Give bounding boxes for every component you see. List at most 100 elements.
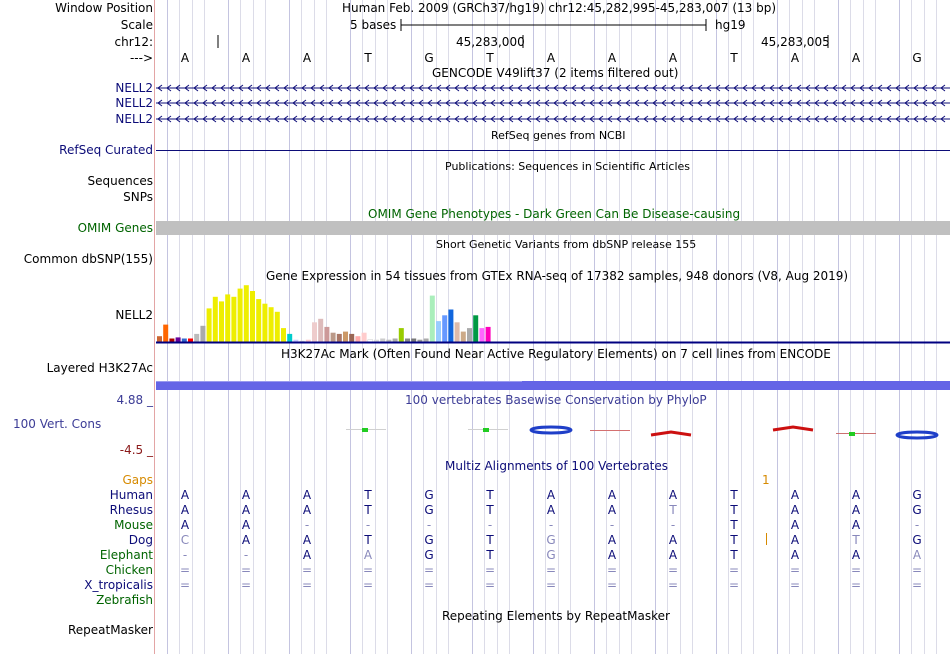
species-label-mouse[interactable]: Mouse (114, 518, 153, 532)
strand-arrow (229, 115, 235, 123)
strand-arrow (832, 115, 838, 123)
gtex-tissue-bar (250, 291, 255, 342)
gencode-item-2-label[interactable]: NELL2 (115, 96, 153, 110)
strand-arrow (508, 84, 514, 92)
phylop-label[interactable]: 100 Vert. Cons (13, 417, 102, 431)
strand-arrow (580, 99, 586, 107)
species-label-x_tropicalis[interactable]: X_tropicalis (84, 578, 153, 592)
base-letter: G (912, 51, 922, 65)
window-position-label: Window Position (55, 1, 153, 15)
gtex-tissue-bar (293, 339, 299, 342)
alignment-base: = (911, 563, 923, 577)
phylop-max-label: 4.88 _ (116, 393, 153, 407)
alignment-base: T (730, 518, 738, 532)
h3k27ac-label[interactable]: Layered H3K27Ac (46, 361, 153, 375)
strand-arrow (364, 84, 370, 92)
species-label-zebrafish[interactable]: Zebrafish (96, 593, 153, 607)
grid-line (753, 0, 754, 654)
grid-line (899, 0, 900, 654)
grid-line (545, 0, 546, 654)
strand-arrow (877, 84, 883, 92)
multiz-gaps-label[interactable]: Gaps (122, 473, 153, 487)
gtex-tissue-bar (268, 307, 274, 342)
phylop-conservation-plot[interactable] (156, 420, 950, 444)
strand-arrow (805, 115, 811, 123)
gtex-label[interactable]: NELL2 (115, 308, 153, 322)
gencode-item-1-label[interactable]: NELL2 (115, 81, 153, 95)
species-label-rhesus[interactable]: Rhesus (109, 503, 153, 517)
strand-arrow (238, 84, 244, 92)
gtex-tissue-bar (436, 321, 441, 342)
strand-arrow (526, 115, 532, 123)
strand-arrow (319, 99, 325, 107)
alignment-base: A (668, 548, 678, 562)
strand-arrow (472, 115, 478, 123)
strand-arrow (436, 115, 442, 123)
strand-arrow (598, 99, 604, 107)
grid-line (850, 0, 851, 654)
alignment-base: G (424, 488, 434, 502)
alignment-base: T (486, 488, 494, 502)
alignment-base: A (607, 533, 617, 547)
alignment-base: A (302, 488, 312, 502)
species-label-human[interactable]: Human (109, 488, 153, 502)
omim-gene-block[interactable] (156, 221, 950, 235)
strand-arrow (751, 99, 757, 107)
gtex-tissue-bar (423, 338, 429, 342)
grid-line (570, 0, 571, 654)
gtex-tissue-bar (318, 318, 324, 342)
strand-arrow (904, 84, 910, 92)
strand-arrow (301, 84, 307, 92)
species-label-dog[interactable]: Dog (128, 533, 153, 547)
strand-arrow (517, 115, 523, 123)
strand-arrow (535, 115, 541, 123)
strand-arrow (382, 99, 388, 107)
strand-arrow (328, 99, 334, 107)
strand-arrow (796, 99, 802, 107)
strand-arrow (895, 99, 901, 107)
refseq-gene-line[interactable] (156, 150, 950, 151)
strand-arrow (760, 84, 766, 92)
strand-arrow (769, 84, 775, 92)
alignment-base: A (302, 548, 312, 562)
alignment-base: = (850, 578, 862, 592)
strand-arrow (868, 115, 874, 123)
repeatmasker-label[interactable]: RepeatMasker (67, 623, 153, 637)
h3k27ac-signal[interactable] (156, 381, 950, 390)
gencode-gene-models[interactable] (156, 82, 950, 126)
alignment-base: A (790, 548, 800, 562)
strand-arrow (310, 84, 316, 92)
gtex-tissue-bar (355, 336, 361, 342)
omim-label[interactable]: OMIM Genes (77, 221, 153, 235)
strand-arrow (760, 115, 766, 123)
strand-arrow (553, 84, 559, 92)
publications-label-sequences[interactable]: Sequences (87, 174, 153, 188)
gencode-item-3-label[interactable]: NELL2 (115, 112, 153, 126)
strand-arrow (427, 84, 433, 92)
species-label-elephant[interactable]: Elephant (99, 548, 153, 562)
strand-arrow (796, 84, 802, 92)
alignment-base: T (364, 533, 372, 547)
gtex-tissue-bar (380, 338, 386, 342)
strand-arrow (220, 84, 226, 92)
strand-arrow (391, 99, 397, 107)
strand-arrow (355, 115, 361, 123)
gtex-bar-chart[interactable] (156, 283, 950, 345)
gtex-tissue-bar (324, 326, 330, 342)
strand-arrow (391, 115, 397, 123)
dbsnp-label[interactable]: Common dbSNP(155) (23, 252, 153, 266)
grid-line (667, 0, 668, 654)
alignment-base: A (912, 548, 922, 562)
alignment-base: T (730, 548, 738, 562)
refseq-label[interactable]: RefSeq Curated (59, 143, 153, 157)
alignment-base: G (912, 533, 922, 547)
publications-label-snps[interactable]: SNPs (123, 190, 153, 204)
gtex-tissue-bar (405, 338, 410, 342)
alignment-base: - (670, 518, 676, 532)
species-label-chicken[interactable]: Chicken (105, 563, 153, 577)
strand-arrow (337, 84, 343, 92)
strand-arrow (616, 115, 622, 123)
grid-line (375, 0, 376, 654)
alignment-base: A (790, 488, 800, 502)
